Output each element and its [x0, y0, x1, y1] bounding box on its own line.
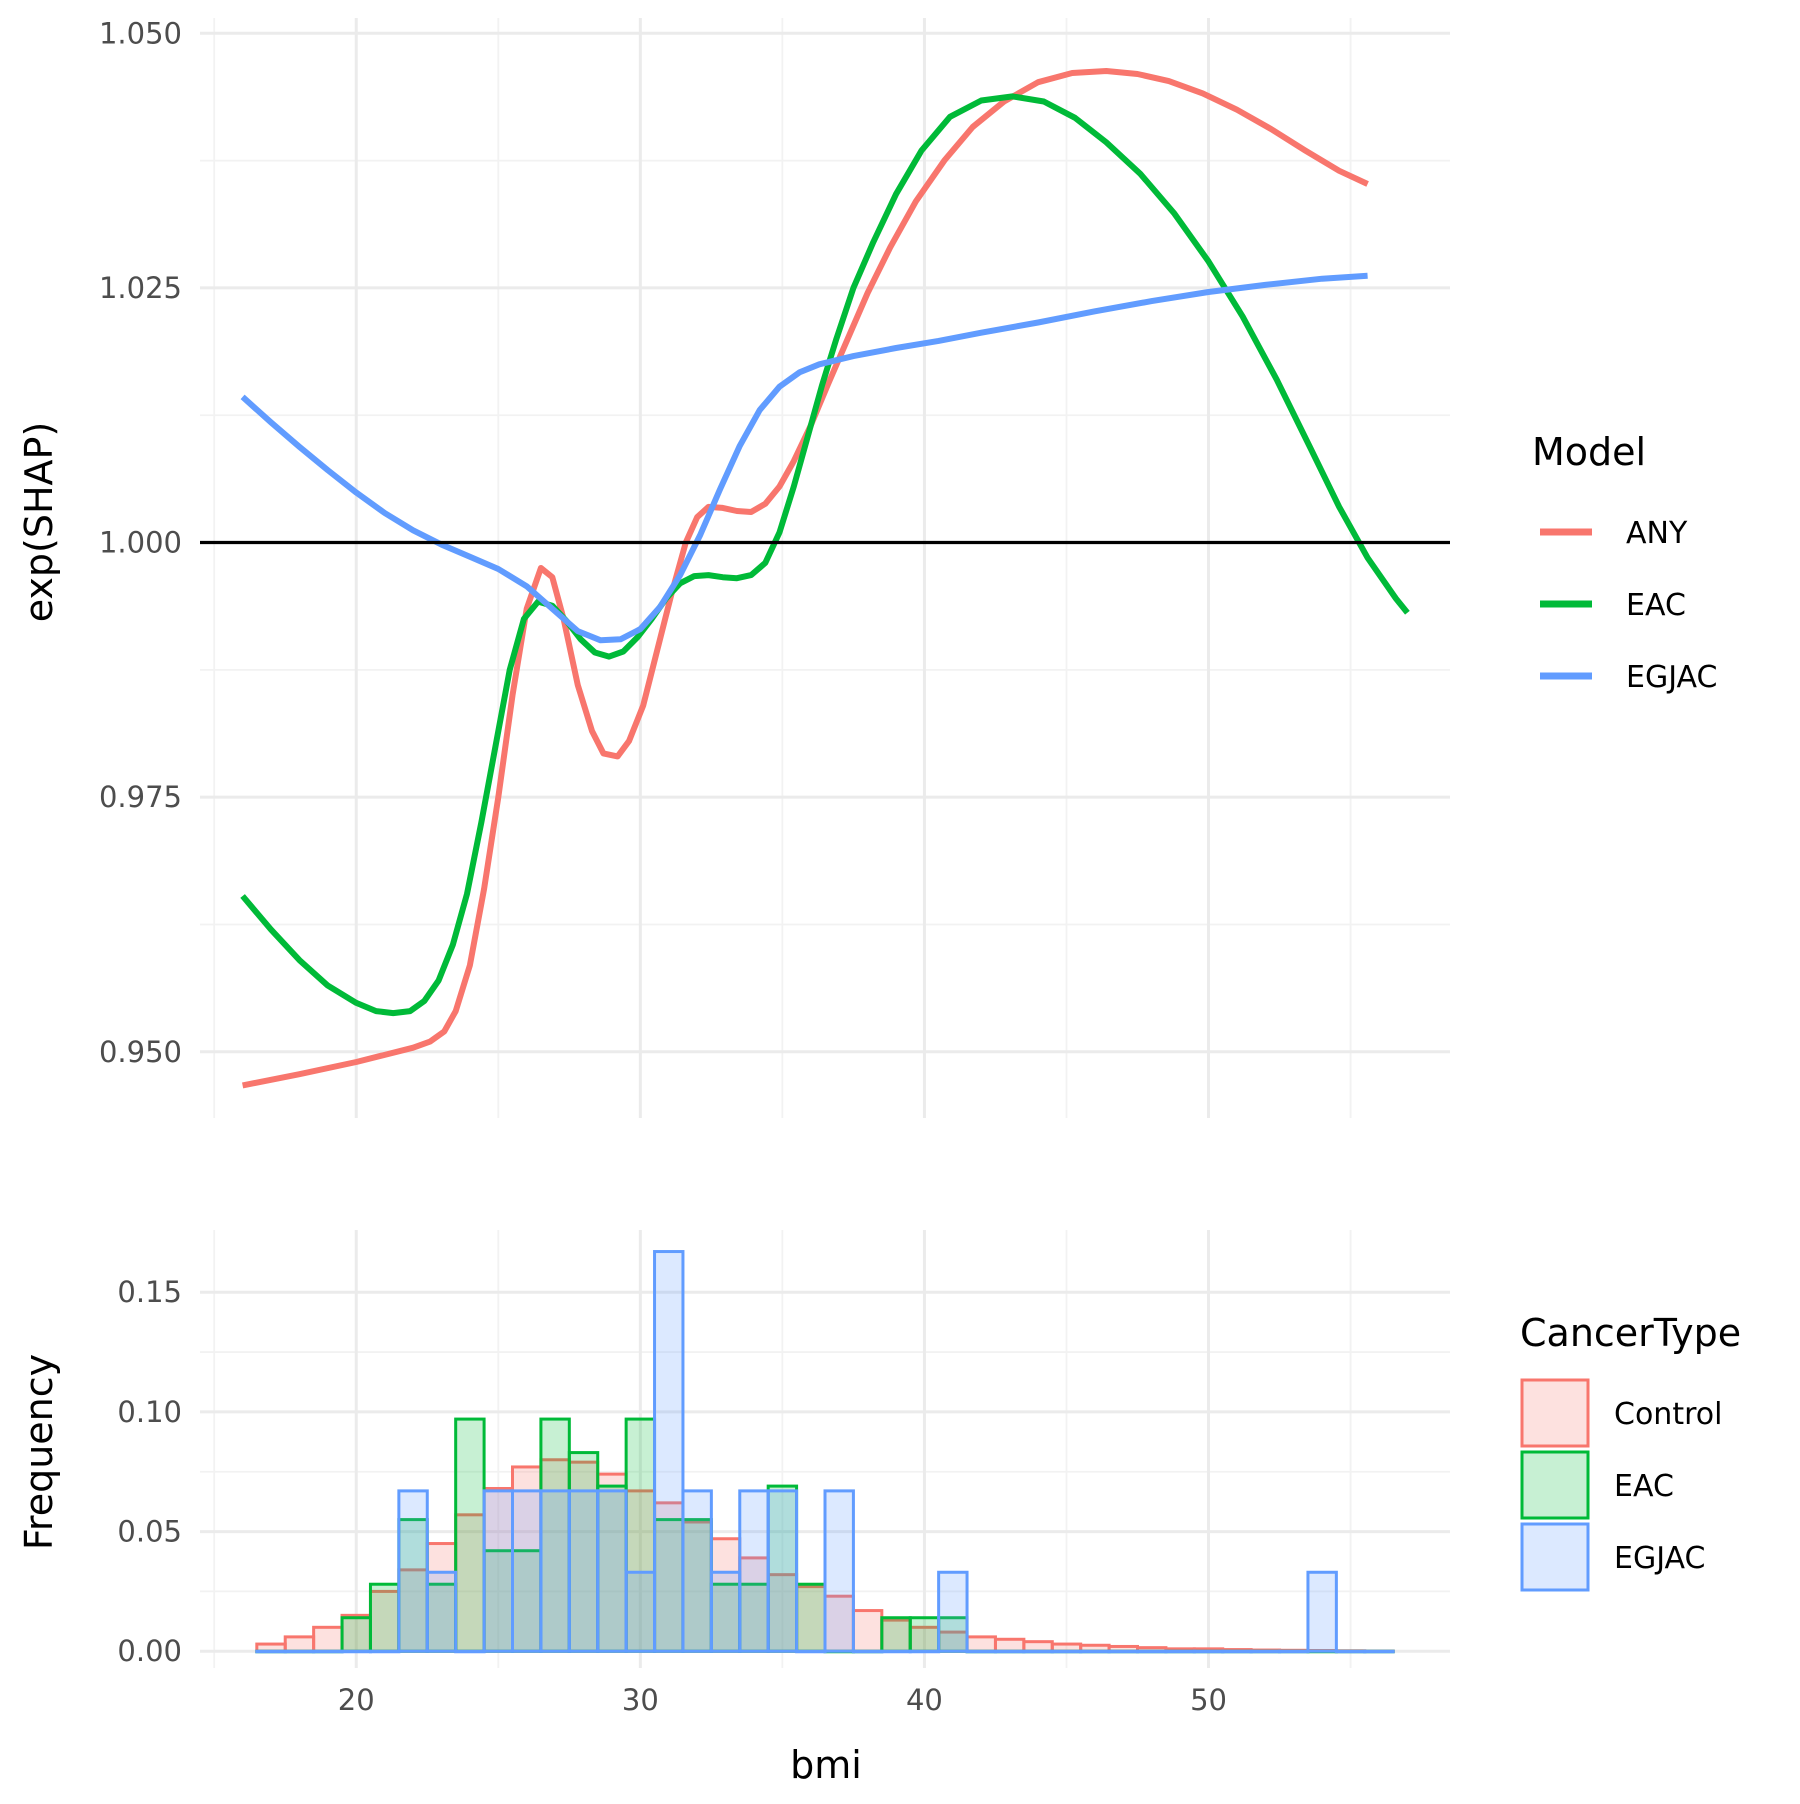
histogram-bar [880, 1616, 912, 1653]
panel0-y-tick-label-3: 1.025 [99, 271, 182, 305]
histogram-bar [1363, 1649, 1395, 1654]
histogram-bar [653, 1250, 685, 1653]
histogram-bar [567, 1460, 600, 1653]
histogram-bar [1249, 1649, 1282, 1654]
histogram-bar [738, 1489, 770, 1653]
top-y-axis-title: exp(SHAP) [17, 422, 61, 623]
histogram-bar [851, 1649, 884, 1654]
histogram-bar [1192, 1649, 1225, 1654]
histogram-bar [397, 1489, 429, 1653]
histogram-bar [511, 1489, 543, 1653]
shap-line-panel: 0.950 0.975 1.000 1.025 1.050 [99, 16, 1450, 1118]
panel1-x-tick-label-3: 50 [1190, 1683, 1227, 1717]
histogram-bar [624, 1570, 657, 1653]
histogram-bar [368, 1582, 401, 1653]
histogram-bar [1022, 1649, 1054, 1654]
legend-label-any: ANY [1626, 516, 1688, 551]
histogram-bar [1306, 1570, 1338, 1653]
histogram-bar [908, 1649, 941, 1654]
panel1-y-tick-label-0: 0.00 [117, 1634, 182, 1668]
legend-key-control [1520, 1378, 1590, 1448]
legend-key-egjac [1520, 1522, 1590, 1592]
histogram-bar [340, 1616, 372, 1653]
histogram-bar [880, 1649, 912, 1654]
histogram-bar [795, 1649, 827, 1654]
panel1-y-tick-label-2: 0.10 [117, 1395, 182, 1429]
histogram-bar [965, 1635, 997, 1653]
histogram-bar [1334, 1649, 1367, 1654]
panel1-y-tick-label-1: 0.05 [117, 1515, 182, 1549]
histogram-bar [283, 1635, 316, 1653]
series-line-eac [240, 93, 1410, 1017]
histogram-series-egjac [255, 1250, 1395, 1654]
histogram-bar [482, 1486, 515, 1653]
histogram-bar [340, 1649, 372, 1654]
cancertype-legend: CancerType Control EAC EGJAC [1520, 1311, 1741, 1592]
histogram-bar [965, 1649, 997, 1654]
histogram-bar [312, 1649, 344, 1654]
bottom-y-axis-title: Frequency [17, 1354, 61, 1550]
histogram-bar [596, 1484, 628, 1653]
panel1-x-tick-label-1: 30 [622, 1683, 659, 1717]
histogram-bar [795, 1582, 827, 1653]
histogram-bar [1164, 1649, 1196, 1654]
legend-label-egjac: EGJAC [1626, 660, 1717, 695]
histogram-bar [766, 1489, 799, 1653]
legend-key-eac [1520, 1450, 1590, 1520]
histogram-bar [738, 1582, 770, 1653]
legend-label-egjac: EGJAC [1614, 1541, 1705, 1576]
model-legend: Model ANY EAC EGJAC [1532, 430, 1717, 695]
histogram-bar [368, 1649, 401, 1654]
histogram-bar [908, 1616, 941, 1653]
histogram-bar [425, 1570, 458, 1653]
histogram-bar [539, 1489, 571, 1653]
legend-label-eac: EAC [1614, 1469, 1674, 1504]
histogram-bar [937, 1570, 969, 1653]
histogram-bar [823, 1489, 855, 1653]
histogram-bar [567, 1489, 600, 1653]
histogram-bar [1278, 1649, 1310, 1654]
histogram-bar [993, 1649, 1026, 1654]
panel0-y-tick-label-2: 1.000 [99, 526, 182, 560]
histogram-bar [851, 1609, 884, 1653]
histogram-bar [539, 1417, 571, 1653]
histogram-bar [596, 1489, 628, 1653]
histogram-bar [482, 1489, 515, 1653]
histogram-bar [283, 1649, 316, 1654]
histogram-bar [1136, 1649, 1168, 1654]
panel0-y-tick-label-0: 0.950 [99, 1035, 182, 1069]
histogram-bar [1107, 1649, 1140, 1654]
histogram-bar [1221, 1649, 1253, 1654]
histogram-bar [596, 1472, 628, 1653]
panel1-x-tick-label-0: 20 [338, 1683, 375, 1717]
panel1-y-tick-label-3: 0.15 [117, 1275, 182, 1309]
series-line-egjac [240, 272, 1368, 644]
histogram-bar [454, 1649, 486, 1654]
histogram-bar [709, 1570, 742, 1653]
legend-label-control: Control [1614, 1397, 1722, 1432]
panel1-x-tick-label-2: 40 [906, 1683, 943, 1717]
histogram-bar [312, 1625, 344, 1653]
legend-label-eac: EAC [1626, 588, 1686, 623]
frequency-histogram-panel: 0.00 0.05 0.10 0.15 20 30 40 50 [117, 1230, 1450, 1717]
histogram-bar [454, 1417, 486, 1653]
histogram-bar [255, 1649, 287, 1654]
panel0-y-tick-label-4: 1.050 [99, 16, 182, 50]
model-legend-title: Model [1532, 430, 1646, 474]
series-line-any [242, 68, 1369, 1089]
bottom-x-axis-title: bmi [790, 1743, 862, 1787]
panel0-y-tick-label-1: 0.975 [99, 780, 182, 814]
histogram-bar [993, 1637, 1026, 1653]
histogram-bar [1079, 1649, 1111, 1654]
histogram-bar [681, 1489, 713, 1653]
histogram-bar [1050, 1649, 1083, 1654]
cancertype-legend-title: CancerType [1520, 1311, 1741, 1355]
